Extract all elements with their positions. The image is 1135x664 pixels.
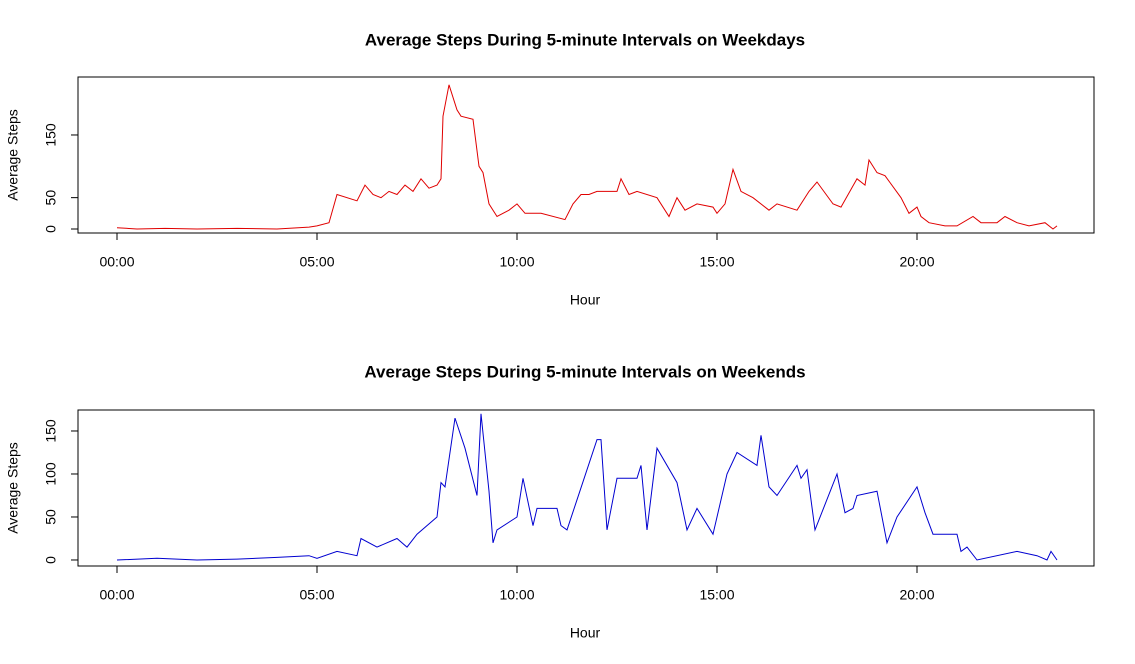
x-tick-label: 10:00 [499, 587, 534, 603]
chart-title: Average Steps During 5-minute Intervals … [365, 30, 805, 49]
plot-frame [77, 76, 1095, 234]
y-tick-label: 50 [43, 190, 59, 206]
x-tick-label: 20:00 [899, 587, 934, 603]
y-tick-label: 100 [43, 462, 59, 486]
x-tick-label: 05:00 [299, 587, 334, 603]
x-tick-label: 10:00 [499, 254, 534, 270]
x-tick-label: 00:00 [99, 254, 134, 270]
y-tick-label: 0 [43, 556, 59, 564]
y-tick-label: 150 [43, 123, 59, 147]
x-tick-label: 20:00 [899, 254, 934, 270]
y-axis-label: Average Steps [5, 109, 21, 201]
x-tick-label: 00:00 [99, 587, 134, 603]
y-tick-label: 150 [43, 419, 59, 443]
y-tick-label: 50 [43, 509, 59, 525]
x-axis-label: Hour [570, 292, 601, 308]
x-tick-label: 05:00 [299, 254, 334, 270]
plot-frame [77, 409, 1095, 567]
data-line [116, 84, 1058, 230]
x-tick-label: 15:00 [699, 587, 734, 603]
chart-title: Average Steps During 5-minute Intervals … [364, 362, 805, 381]
y-axis-label: Average Steps [5, 442, 21, 534]
x-axis-label: Hour [570, 625, 601, 641]
y-tick-label: 0 [43, 225, 59, 233]
x-tick-label: 15:00 [699, 254, 734, 270]
data-line [116, 413, 1058, 561]
